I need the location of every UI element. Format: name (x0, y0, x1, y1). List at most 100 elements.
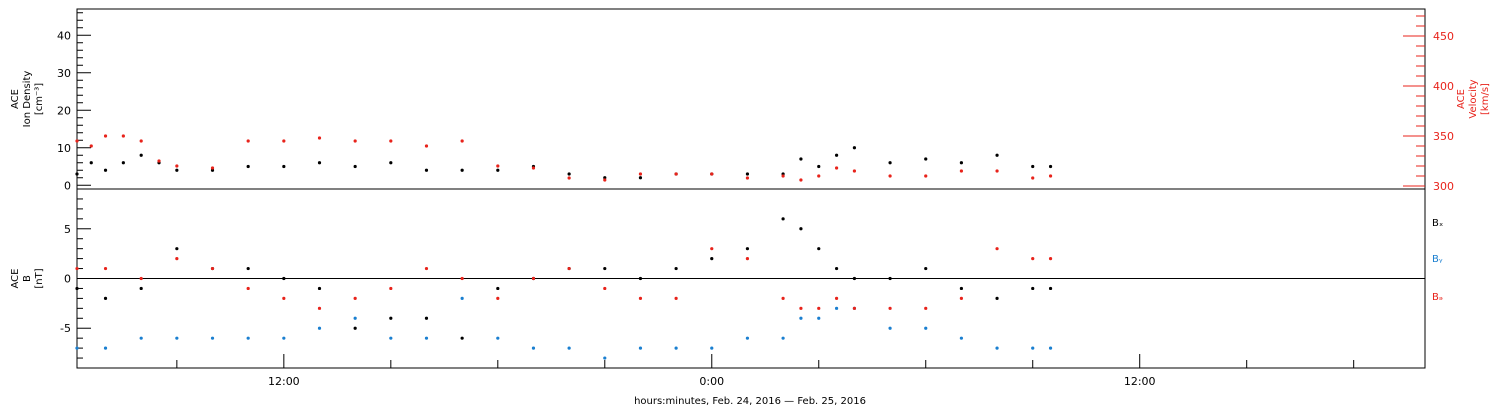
velocity-point (924, 174, 928, 178)
bx-point (852, 276, 857, 281)
by-point (1031, 346, 1035, 350)
x-axis-footer-label: hours:minutes, Feb. 24, 2016 — Feb. 25, … (634, 396, 866, 407)
by-point (103, 346, 108, 350)
bz-point (103, 266, 108, 271)
bz-point (531, 276, 536, 281)
density-point (603, 176, 607, 180)
bx-point (353, 326, 357, 330)
by-point (799, 316, 803, 320)
density-point (175, 168, 179, 172)
by-point (175, 336, 179, 340)
velocity-point (995, 169, 999, 173)
velocity-point (603, 178, 607, 182)
velocity-point (852, 169, 857, 173)
by-series (75, 296, 1053, 360)
bz-point (246, 286, 250, 291)
by-point (710, 346, 714, 350)
velocity-point (103, 134, 108, 138)
density-point (995, 153, 999, 157)
velocity-point (888, 174, 892, 178)
by-point (389, 336, 393, 340)
density-point (460, 168, 464, 172)
velocity-point (353, 139, 357, 143)
velocity-point (1031, 176, 1035, 180)
velocity-point (567, 176, 571, 180)
bx-point (424, 316, 429, 320)
top-panel-frame (76, 8, 1426, 190)
velocity-point (89, 144, 93, 148)
top-ylabel-line-3: [cm⁻³] (34, 83, 45, 115)
bz-point (834, 296, 839, 300)
bottom-ylabel-line-3: [nT] (34, 268, 45, 288)
bz-point (389, 286, 393, 291)
velocity-point (424, 144, 429, 148)
velocity-point (389, 139, 393, 143)
by-point (75, 346, 79, 350)
bz-point (817, 306, 821, 310)
top-left-tick-label: 30 (57, 67, 71, 80)
density-point (638, 176, 643, 180)
density-point (103, 168, 108, 172)
density-point (121, 161, 125, 165)
by-point (1048, 346, 1053, 350)
bx-point (496, 286, 500, 291)
density-point (75, 172, 79, 176)
x-tick-label: 12:00 (268, 375, 300, 388)
density-series (75, 146, 1053, 180)
bx-point (888, 276, 892, 281)
by-point (924, 326, 928, 330)
bottom-ylabel-line-1: ACE (10, 269, 21, 289)
bx-point (139, 286, 143, 291)
bottom-left-tick-label: -5 (60, 322, 71, 335)
bz-point (1048, 257, 1053, 261)
density-point (89, 161, 93, 165)
velocity-point (139, 139, 143, 143)
velocity-point (496, 164, 500, 168)
density-point (959, 161, 964, 165)
bx-point (317, 286, 322, 291)
top-right-tick-label: 300 (1433, 180, 1454, 193)
bz-point (603, 286, 607, 291)
by-point (638, 346, 643, 350)
bz-point (745, 257, 750, 261)
by-point (353, 316, 357, 320)
bz-point (852, 306, 857, 310)
bx-point (1031, 286, 1035, 291)
bz-point (496, 296, 500, 300)
velocity-point (282, 139, 286, 143)
by-point (834, 306, 839, 310)
velocity-point (799, 178, 803, 182)
density-point (888, 161, 892, 165)
velocity-point (834, 166, 839, 170)
top-left-tick-label: 20 (57, 104, 71, 117)
velocity-point (175, 164, 179, 168)
bottom-left-tick-label: 5 (64, 223, 71, 236)
velocity-point (1048, 174, 1053, 178)
bx-point (924, 266, 928, 271)
bz-point (424, 266, 429, 271)
by-point (781, 336, 785, 340)
velocity-point (210, 166, 215, 170)
density-point (817, 164, 821, 169)
density-point (353, 164, 357, 169)
by-point (745, 336, 750, 340)
bz-point (1031, 257, 1035, 261)
density-point (852, 146, 857, 150)
bx-point (175, 247, 179, 251)
top-y2label-line-3: [km/s] (1480, 83, 1491, 115)
by-point (603, 356, 607, 360)
velocity-point (674, 172, 678, 176)
by-point (817, 316, 821, 320)
top-right-y-ticks: 300 350 400 450 (1403, 15, 1454, 193)
by-point (995, 346, 999, 350)
by-point (282, 336, 286, 340)
bz-point (282, 296, 286, 300)
bx-point (460, 336, 464, 340)
bz-point (888, 306, 892, 310)
velocity-point (817, 174, 821, 178)
density-point (834, 153, 839, 157)
bz-point (799, 306, 803, 310)
density-point (389, 161, 393, 165)
density-point (567, 172, 571, 176)
top-panel: 0 10 20 30 40 300 350 400 450 ACE Ion Density [… (10, 8, 1491, 193)
